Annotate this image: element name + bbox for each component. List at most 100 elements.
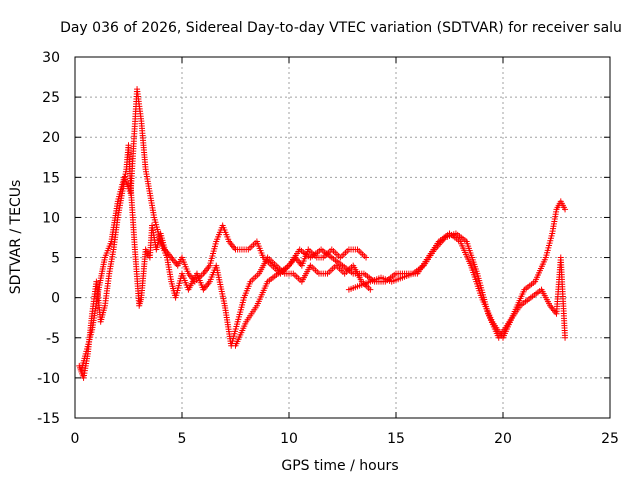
data-point [337,261,344,268]
data-point [391,271,398,278]
data-point [205,264,212,271]
chart-title: Day 036 of 2026, Sidereal Day-to-day VTE… [60,20,622,36]
data-point [352,246,359,253]
data-point [225,236,232,243]
data-point [314,268,321,275]
plot-frame [74,56,611,419]
data-point [122,168,129,175]
x-tick-label: 0 [71,431,80,447]
data-point [327,253,334,260]
data-point [184,268,191,275]
y-tick-label: 0 [51,291,60,307]
data-point [142,163,149,170]
data-point [358,270,365,277]
data-point [252,240,259,247]
x-tick-label: 15 [387,431,405,447]
data-point [254,272,261,279]
data-point [101,256,108,263]
data-point [526,296,533,303]
data-point [515,304,522,311]
data-point [163,252,170,259]
data-point [461,237,468,244]
data-point [407,271,414,278]
data-point [284,263,291,270]
data-point [243,246,250,253]
data-point [146,187,153,194]
data-point [273,271,280,278]
data-point [361,252,368,259]
y-tick-label: 20 [42,130,60,146]
data-point [233,321,240,328]
data-point [560,204,567,211]
data-point [322,270,329,277]
data-point [553,208,560,215]
data-point [536,287,543,294]
y-tick-label: 15 [42,170,60,186]
data-point [156,236,163,243]
x-tick-label: 25 [601,431,619,447]
data-point [82,353,89,360]
x-tick-label: 10 [280,431,298,447]
y-tick-label: -15 [37,411,60,427]
data-point [101,304,108,311]
data-point [430,248,437,255]
data-point [150,212,157,219]
data-point [114,200,121,207]
data-point [231,244,238,251]
data-point [365,279,372,286]
data-point [546,300,553,307]
data-point [484,308,491,315]
y-tick-label: 5 [51,251,60,267]
y-axis-label: SDTVAR / TECUs [8,180,24,295]
data-point [259,252,266,259]
data-point [530,279,537,286]
data-point [354,283,361,290]
data-point [552,309,559,316]
data-point [212,240,219,247]
data-point [95,289,102,296]
data-point [466,260,473,267]
data-point [295,248,302,255]
data-point [252,304,259,311]
data-point [198,272,205,279]
axis-ticks: 0 5 10 15 20 25 -15 -10 -5 0 5 10 15 20 25 30 [37,50,619,447]
data-point [505,320,512,327]
y-tick-label: 25 [42,90,60,106]
data-point [242,320,249,327]
data-point [473,268,480,275]
data-point [205,280,212,287]
data-point [271,260,278,267]
data-point [240,297,247,304]
y-tick-label: -10 [37,371,60,387]
data-point [397,275,404,282]
y-tick-label: -5 [46,331,60,347]
data-points [76,86,569,381]
data-point [548,232,555,239]
x-axis-label: GPS time / hours [281,458,398,474]
data-point [419,263,426,270]
y-tick-label: 30 [42,50,60,66]
data-point [138,115,145,122]
data-point [450,231,457,238]
data-point [246,280,253,287]
data-point [365,285,372,292]
data-point [348,269,355,276]
data-point [520,288,527,295]
data-point [263,280,270,287]
data-point [541,256,548,263]
data-point [344,248,351,255]
data-point [88,329,95,336]
data-point [561,332,568,339]
x-tick-label: 20 [494,431,512,447]
data-point [440,236,447,243]
data-point [318,254,325,261]
data-point [455,237,462,244]
data-point [110,248,117,255]
data-point [288,270,295,277]
data-point [137,296,144,303]
data-point [221,300,228,307]
data-point [107,240,114,247]
data-point [167,276,174,283]
